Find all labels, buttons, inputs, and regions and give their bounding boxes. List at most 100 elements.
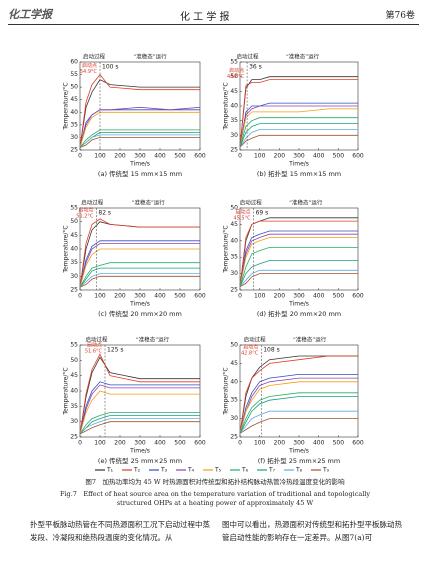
y-tick-label: 55 bbox=[70, 342, 78, 349]
x-tick-label: 0 bbox=[78, 440, 82, 447]
plot-frame bbox=[239, 207, 359, 291]
startup-note: 启动点 bbox=[82, 62, 97, 69]
series-line bbox=[79, 129, 200, 148]
x-tick-label: 300 bbox=[134, 153, 146, 160]
y-tick-label: 25 bbox=[70, 147, 78, 154]
legend-label: T₃ bbox=[160, 467, 168, 474]
series-line bbox=[79, 273, 200, 288]
x-tick-label: 400 bbox=[313, 440, 325, 447]
series-line bbox=[239, 233, 358, 287]
series-line bbox=[239, 220, 358, 287]
legend-label: T₄ bbox=[187, 467, 195, 474]
y-tick-label: 25 bbox=[230, 287, 238, 294]
startup-note: 启动点 bbox=[78, 206, 93, 213]
series-line bbox=[79, 381, 200, 434]
x-tick-label: 300 bbox=[134, 293, 146, 300]
series-line bbox=[239, 260, 358, 287]
startup-label: 69 s bbox=[256, 210, 269, 217]
y-tick-label: 50 bbox=[70, 84, 78, 91]
y-axis-label: Temperature/°C bbox=[223, 367, 230, 415]
series-line bbox=[79, 221, 200, 288]
series-line bbox=[239, 410, 358, 434]
legend-label: T₅ bbox=[214, 467, 222, 474]
y-tick-label: 35 bbox=[230, 117, 238, 124]
series-line bbox=[239, 392, 358, 434]
y-tick-label: 30 bbox=[70, 273, 78, 280]
caption-en: Fig.7 Effect of heat source area on the … bbox=[59, 490, 371, 507]
series-line bbox=[79, 111, 200, 148]
x-tick-label: 400 bbox=[154, 293, 166, 300]
startup-note: 54.9°C bbox=[80, 69, 98, 75]
startup-note: 启动点 bbox=[87, 342, 102, 349]
y-tick-label: 55 bbox=[70, 205, 78, 212]
y-tick-label: 30 bbox=[230, 415, 238, 422]
y-tick-label: 40 bbox=[230, 237, 238, 244]
series-line bbox=[79, 137, 200, 148]
series-line bbox=[239, 217, 358, 287]
series-line bbox=[79, 275, 200, 288]
y-tick-label: 35 bbox=[230, 254, 238, 261]
series-line bbox=[79, 418, 200, 435]
y-tick-label: 45 bbox=[230, 221, 238, 228]
x-tick-label: 200 bbox=[274, 440, 286, 447]
x-axis-label: Time/s bbox=[129, 301, 150, 308]
series-line bbox=[239, 418, 358, 434]
series-line bbox=[239, 134, 358, 148]
startup-note: 45.5°C bbox=[233, 216, 251, 222]
x-tick-label: 0 bbox=[78, 153, 82, 160]
y-tick-label: 40 bbox=[230, 378, 238, 385]
series-line bbox=[239, 247, 358, 287]
y-tick-label: 50 bbox=[70, 357, 78, 364]
phase-label: “准稳态”运行 bbox=[136, 336, 170, 344]
y-tick-label: 40 bbox=[70, 109, 78, 116]
x-tick-label: 200 bbox=[274, 293, 286, 300]
series-line bbox=[79, 109, 200, 148]
x-tick-label: 100 bbox=[254, 440, 266, 447]
series-line bbox=[79, 218, 200, 288]
series-line bbox=[239, 129, 358, 148]
x-tick-label: 400 bbox=[313, 153, 325, 160]
phase-label: “准稳态”运行 bbox=[289, 199, 323, 207]
y-tick-label: 35 bbox=[70, 259, 78, 266]
startup-note: 启动点 bbox=[229, 67, 244, 74]
y-tick-label: 45 bbox=[70, 96, 78, 103]
x-tick-label: 300 bbox=[293, 293, 305, 300]
x-tick-label: 500 bbox=[174, 293, 186, 300]
plot-frame bbox=[79, 61, 201, 151]
x-tick-label: 500 bbox=[174, 153, 186, 160]
series-line bbox=[239, 396, 358, 434]
series-line bbox=[239, 355, 358, 434]
legend-label: T₁ bbox=[106, 467, 114, 474]
series-line bbox=[79, 106, 201, 148]
x-tick-label: 0 bbox=[238, 293, 242, 300]
series-line bbox=[79, 421, 200, 435]
series-line bbox=[79, 412, 200, 435]
series-line bbox=[239, 230, 358, 287]
phase-label: 启动过程 bbox=[244, 336, 267, 344]
chart-title: (b) 拓扑型 15 mm×15 mm bbox=[257, 169, 341, 178]
x-tick-label: 600 bbox=[352, 440, 364, 447]
series-line bbox=[79, 79, 200, 148]
x-axis-label: Time/s bbox=[288, 448, 309, 455]
x-tick-label: 500 bbox=[333, 153, 345, 160]
series-line bbox=[239, 108, 358, 148]
x-tick-label: 600 bbox=[194, 440, 206, 447]
y-tick-label: 50 bbox=[70, 218, 78, 225]
series-line bbox=[239, 374, 358, 434]
y-tick-label: 30 bbox=[230, 132, 238, 139]
x-tick-label: 0 bbox=[78, 293, 82, 300]
chart-title: (e) 传统型 25 mm×25 mm bbox=[98, 456, 182, 465]
series-line bbox=[239, 102, 358, 148]
x-axis-label: Time/s bbox=[129, 161, 150, 168]
header-rule bbox=[8, 24, 419, 25]
y-tick-label: 40 bbox=[70, 388, 78, 395]
series-line bbox=[79, 353, 200, 434]
x-tick-label: 0 bbox=[238, 440, 242, 447]
y-axis-label: Temperature/°C bbox=[63, 225, 70, 273]
series-line bbox=[79, 390, 200, 435]
y-tick-label: 60 bbox=[70, 59, 78, 66]
series-line bbox=[239, 105, 358, 148]
body-text: 扑型平板脉动热管在不同热源面积工况下启动过程中蒸发段、冷凝段和绝热段温度的变化情… bbox=[30, 520, 210, 542]
